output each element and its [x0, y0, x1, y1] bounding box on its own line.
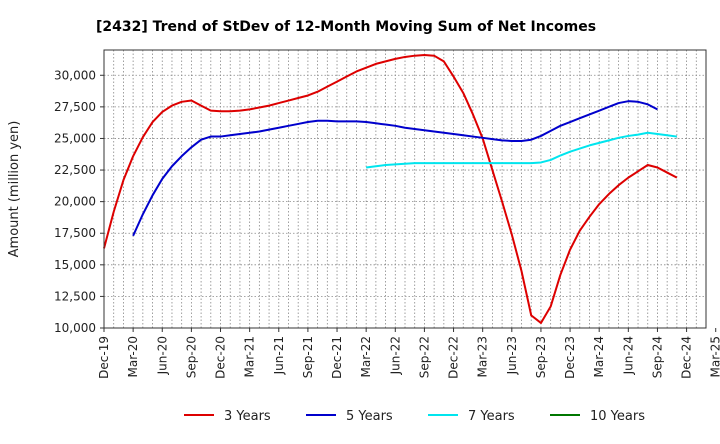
- x-tick-label: Sep-22: [417, 336, 431, 378]
- x-tick-label: Sep-21: [301, 336, 315, 378]
- legend-label-3-years: 3 Years: [224, 409, 271, 424]
- x-tick-label: Dec-19: [97, 336, 111, 379]
- x-tick-label: Mar-23: [476, 336, 490, 377]
- y-tick-label: 20,000: [54, 195, 96, 209]
- x-tick-label: Dec-21: [330, 336, 344, 379]
- x-tick-label: Mar-25: [709, 336, 720, 377]
- y-tick-label: 10,000: [54, 321, 96, 335]
- x-tick-label: Jun-22: [388, 336, 402, 375]
- legend-label-7-years: 7 Years: [468, 409, 515, 424]
- x-tick-label: Mar-22: [359, 336, 373, 377]
- y-tick-label: 12,500: [54, 289, 96, 303]
- legend: 3 Years 5 Years 7 Years 10 Years: [184, 409, 645, 424]
- x-tick-label: Jun-21: [272, 336, 286, 375]
- x-tick-label: Dec-22: [447, 336, 461, 379]
- legend-label-10-years: 10 Years: [590, 409, 645, 424]
- series-lines: [103, 54, 678, 324]
- plot-frame: [103, 49, 707, 329]
- y-tick-label: 17,500: [54, 226, 96, 240]
- series-line-5-years: [132, 100, 658, 237]
- y-tick-label: 30,000: [54, 68, 96, 82]
- x-axis-ticks: Dec-19 Mar-20 Jun-20 Sep-20 Dec-20 Mar-21 Jun-…: [97, 328, 720, 379]
- y-axis-ticks: 10,000 12,500 15,000 17,500 20,000 22,500 25,0…: [54, 68, 104, 335]
- x-tick-label: Sep-23: [534, 336, 548, 378]
- x-tick-label: Sep-20: [184, 336, 198, 378]
- x-tick-label: Jun-20: [155, 336, 169, 375]
- x-tick-label: Jun-24: [621, 336, 635, 375]
- x-tick-label: Mar-20: [126, 336, 140, 377]
- x-tick-label: Sep-24: [650, 336, 664, 378]
- x-tick-label: Jun-23: [505, 336, 519, 375]
- x-tick-label: Dec-23: [563, 336, 577, 379]
- chart-title: [2432] Trend of StDev of 12-Month Moving…: [96, 19, 596, 35]
- y-tick-label: 25,000: [54, 131, 96, 145]
- series-line-3-years: [103, 54, 678, 324]
- x-tick-label: Dec-24: [680, 336, 694, 379]
- y-axis-label: Amount (million yen): [7, 121, 22, 258]
- x-tick-label: Mar-21: [243, 336, 257, 377]
- y-tick-label: 15,000: [54, 258, 96, 272]
- x-tick-label: Dec-20: [214, 336, 228, 379]
- y-tick-label: 27,500: [54, 100, 96, 114]
- x-tick-label: Mar-24: [592, 336, 606, 377]
- legend-label-5-years: 5 Years: [346, 409, 393, 424]
- y-tick-label: 22,500: [54, 163, 96, 177]
- series-line-7-years: [366, 131, 677, 169]
